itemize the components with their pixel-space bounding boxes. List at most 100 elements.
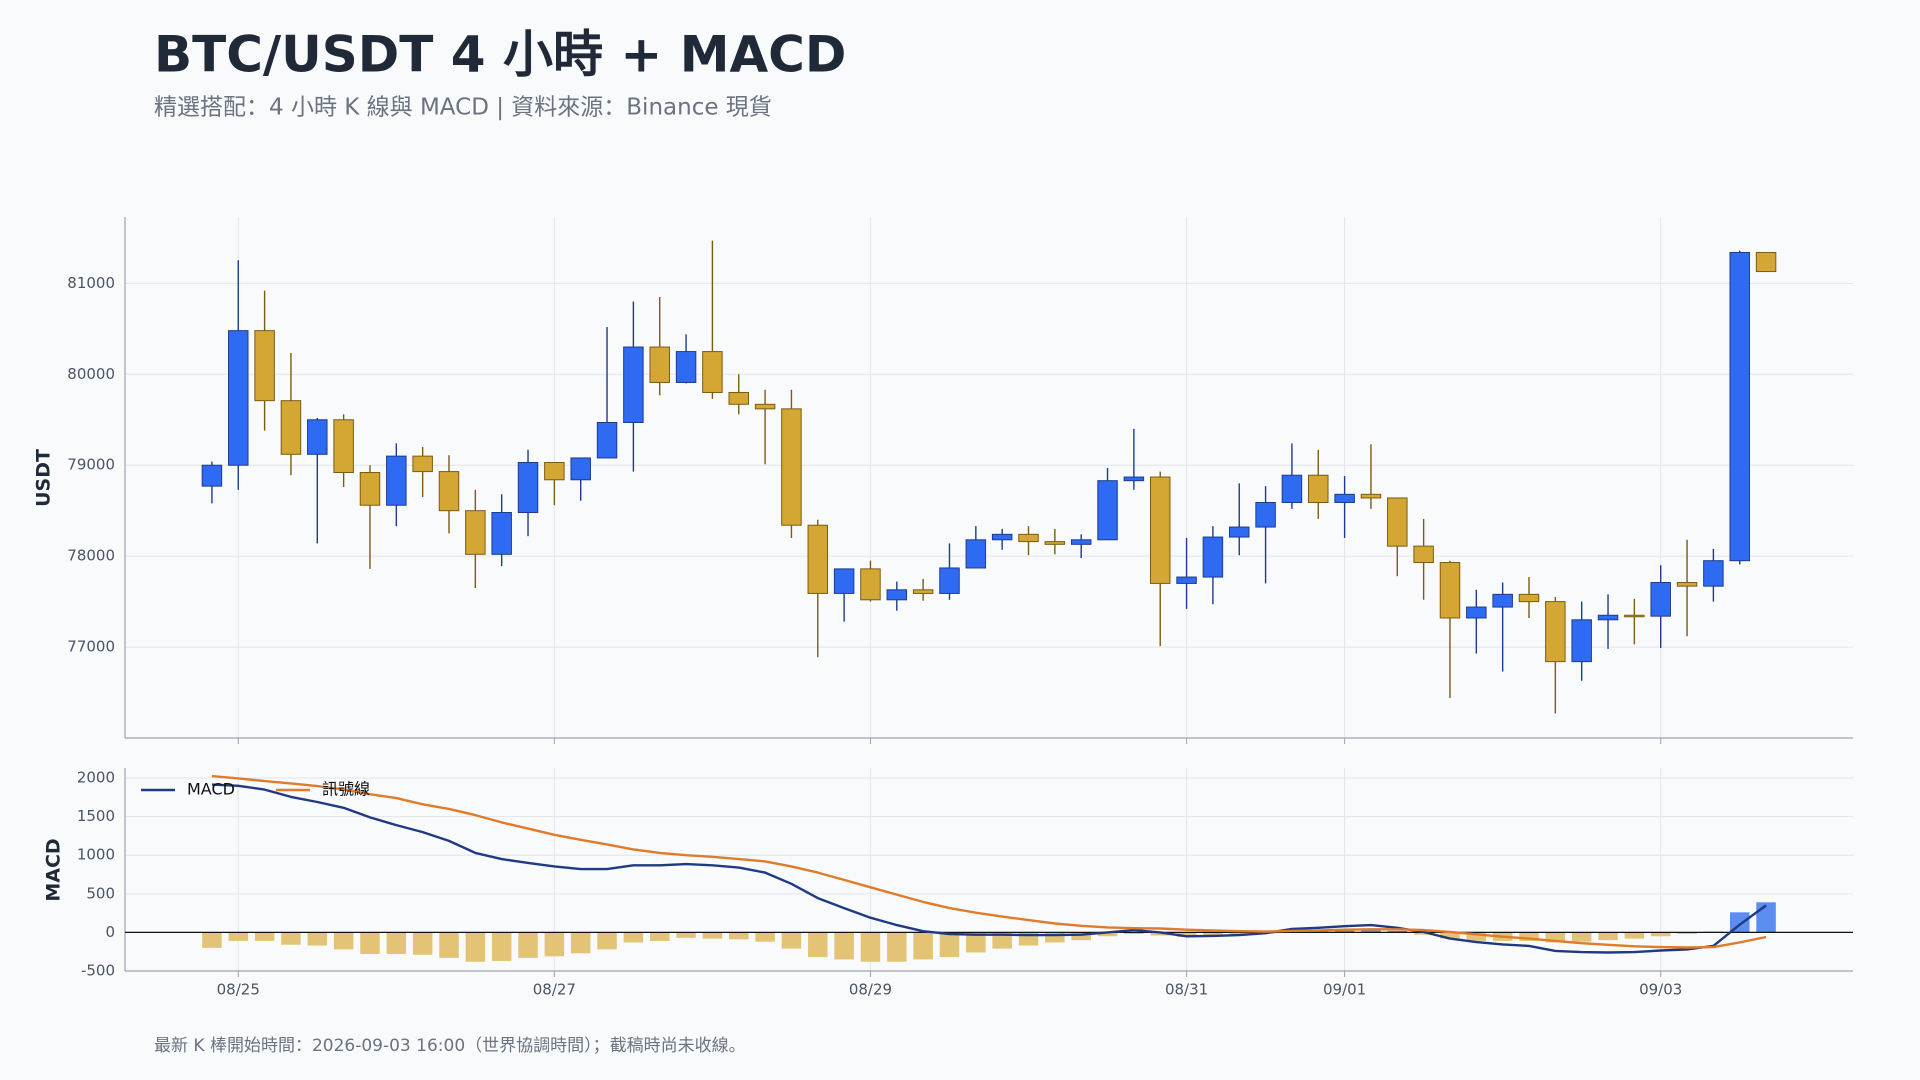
chart-title: BTC/USDT 4 小時 + MACD (154, 26, 846, 84)
legend-label: 訊號線 (322, 780, 370, 799)
y-axis-label: USDT (33, 449, 55, 507)
histogram-bar (1545, 932, 1566, 943)
candle-body (833, 568, 855, 594)
candle-body (1044, 541, 1066, 545)
candle-body (1755, 251, 1777, 273)
candle-body (386, 455, 407, 506)
candle-body (1149, 476, 1171, 584)
x-tick-label: 09/03 (1639, 981, 1682, 999)
candle-body (1729, 251, 1750, 562)
histogram-bar (1229, 932, 1249, 935)
y-tick-label: 1000 (77, 846, 115, 864)
histogram-bar (202, 932, 222, 948)
candle-body (1308, 474, 1329, 504)
candle-body (1387, 497, 1408, 547)
x-tick-label: 08/31 (1165, 981, 1208, 999)
candle-body (754, 403, 776, 410)
candle-body (359, 471, 381, 506)
histogram-bar (597, 932, 617, 950)
candle-body (333, 419, 354, 473)
histogram-bar (254, 932, 275, 941)
candle-body (1097, 480, 1118, 541)
candle-body (807, 524, 829, 594)
candle-body (412, 455, 433, 473)
histogram-bar (1203, 932, 1223, 937)
histogram-bar (439, 932, 459, 958)
histogram-bar (1650, 932, 1671, 937)
candle-body (1202, 536, 1224, 578)
candle-body (1676, 582, 1698, 587)
histogram-bar (702, 932, 723, 939)
candle-body (675, 351, 697, 383)
histogram-bar (1361, 929, 1381, 933)
histogram-bar (570, 932, 591, 954)
candle-body (1518, 593, 1540, 603)
histogram-bar (623, 932, 644, 943)
histogram-bar (913, 932, 933, 960)
histogram-bar (1571, 932, 1592, 942)
y-tick-label: -500 (81, 962, 115, 980)
legend-label: MACD (187, 780, 235, 799)
candle-body (886, 589, 908, 601)
candle-body (1545, 601, 1566, 663)
y-tick-label: 500 (86, 884, 115, 902)
histogram-bar (755, 932, 775, 942)
candle-body (991, 533, 1013, 541)
candle-body (912, 589, 934, 594)
candle-body (1413, 545, 1434, 564)
histogram-bar (1071, 932, 1091, 941)
candle-body (596, 421, 618, 459)
candle-body (781, 408, 802, 526)
histogram-bar (1519, 932, 1539, 941)
y-tick-label: 79000 (67, 456, 115, 474)
candle-body (1360, 493, 1382, 499)
candle-body (1650, 582, 1671, 617)
histogram-bar (1466, 932, 1487, 941)
candle-body (307, 419, 328, 455)
x-tick-label: 08/29 (849, 981, 892, 999)
candle-body (544, 461, 565, 481)
candle-body (965, 539, 987, 569)
histogram-bar (1387, 930, 1408, 933)
histogram-bar (491, 932, 512, 961)
y-tick-label: 2000 (77, 769, 115, 787)
candle-body (201, 464, 223, 487)
histogram-bar (1677, 932, 1697, 934)
histogram-bar (992, 932, 1012, 949)
histogram-bar (860, 932, 881, 962)
histogram-bar (386, 932, 407, 955)
histogram-bar (1124, 932, 1144, 934)
candle-body (1597, 614, 1619, 621)
y-tick-label: 80000 (67, 365, 115, 383)
candle-body (1334, 493, 1355, 504)
histogram-bar (1440, 932, 1460, 939)
histogram-bar (228, 932, 249, 941)
candle-body (1018, 533, 1039, 543)
histogram-bar (676, 932, 696, 938)
x-tick-label: 08/27 (533, 981, 576, 999)
histogram-bar (412, 932, 433, 955)
histogram-bar (781, 932, 802, 949)
histogram-bar (544, 932, 565, 957)
candle-body (1123, 476, 1145, 482)
candle-body (1281, 474, 1303, 504)
histogram-bar (939, 932, 960, 958)
histogram-bar (465, 932, 486, 962)
histogram-bar (1176, 932, 1197, 938)
histogram-bar (307, 932, 328, 946)
candle-body (1439, 562, 1461, 619)
histogram-bar (1624, 932, 1645, 939)
candle-body (438, 471, 460, 512)
histogram-bar (1598, 932, 1618, 941)
candle-body (1492, 593, 1513, 608)
chart-subtitle: 精選搭配：4 小時 K 線與 MACD | 資料來源：Binance 現貨 (154, 95, 772, 121)
x-tick-label: 09/01 (1323, 981, 1366, 999)
candle-body (1466, 606, 1487, 619)
histogram-bar (518, 932, 538, 958)
y-tick-label: 78000 (67, 547, 115, 565)
histogram-bar (649, 932, 670, 941)
histogram-bar (333, 932, 354, 950)
y-tick-label: 1500 (77, 807, 115, 825)
candle-body (1070, 539, 1092, 545)
